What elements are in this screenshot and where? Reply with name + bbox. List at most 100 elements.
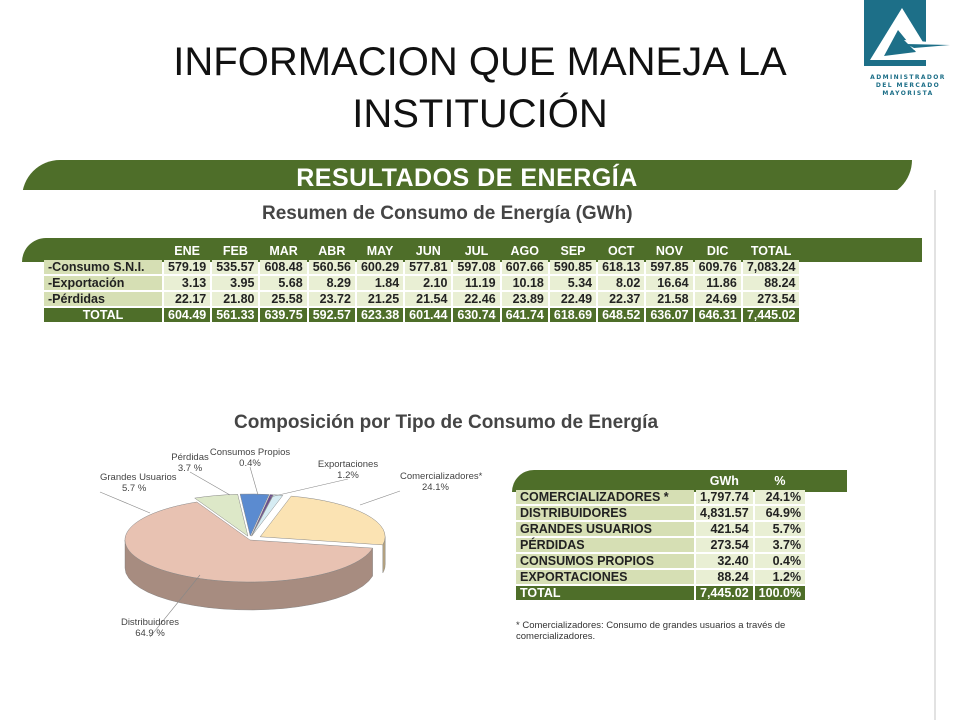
percent-cell: 0.4% [754,554,806,568]
table-cell: 24.69 [694,292,741,306]
column-header: JUN [405,244,452,258]
column-header: ENE [164,244,211,258]
table-cell: 3.95 [212,276,259,290]
pie-leader-line [269,478,349,498]
pie-label: Grandes Usuarios [100,472,177,483]
gwh-cell: 88.24 [696,570,753,584]
column-header: MAY [356,244,404,258]
row-label: TOTAL [516,586,694,600]
pie-value-label: 1.2% [337,470,359,481]
table-cell: 560.56 [308,260,355,274]
row-label: -Consumo S.N.I. [44,260,162,274]
table-cell: 600.29 [356,260,404,274]
row-label: EXPORTACIONES [516,570,694,584]
table-cell: 636.07 [646,308,693,322]
table-row: COMERCIALIZADORES * 1,797.74 24.1% [516,490,806,504]
table-row: TOTAL 604.49 561.33 639.75 592.57 623.38 601.4… [44,308,800,322]
row-label: DISTRIBUIDORES [516,506,694,520]
column-header: % [754,474,806,488]
logo-line-1: ADMINISTRADOR [870,74,946,81]
table-row: GRANDES USUARIOS 421.54 5.7% [516,522,806,536]
table-row: DISTRIBUIDORES 4,831.57 64.9% [516,506,806,520]
pie-label: Exportaciones [318,459,378,470]
table-cell: 607.66 [501,260,548,274]
pie-label: Consumos Propios [210,447,291,458]
table-cell: 577.81 [405,260,452,274]
table-header-row: ENE FEB MAR ABR MAY JUN JUL AGO SEP OCT … [44,244,800,258]
gwh-cell: 32.40 [696,554,753,568]
pie-value-label: 64.9 % [135,628,165,639]
table-cell: 22.17 [164,292,211,306]
table-cell: 648.52 [598,308,645,322]
table-cell: 8.02 [598,276,645,290]
pie-slice [239,493,270,537]
table-cell: 618.13 [598,260,645,274]
table-cell: 639.75 [260,308,307,322]
table-cell: 597.85 [646,260,693,274]
table-cell: 22.49 [549,292,597,306]
percent-cell: 64.9% [754,506,806,520]
logo-line-3: MAYORISTA [882,90,934,97]
table-cell: 3.13 [164,276,211,290]
table-cell: 23.89 [501,292,548,306]
table-row: -Pérdidas 22.17 21.80 25.58 23.72 21.25 21.54 2… [44,292,800,306]
table-cell: 590.85 [549,260,597,274]
table-cell: 23.72 [308,292,355,306]
table-cell: 2.10 [405,276,452,290]
logo-mark-icon [864,0,956,66]
table-cell: 1.84 [356,276,404,290]
pie-value-label: 5.7 % [122,483,147,494]
table-cell: 21.54 [405,292,452,306]
table-cell: 11.86 [694,276,741,290]
table-cell: 21.25 [356,292,404,306]
table-cell: 273.54 [742,292,800,306]
pie-value-label: 24.1% [422,482,449,493]
monthly-consumption-table: ENE FEB MAR ABR MAY JUN JUL AGO SEP OCT … [42,242,801,324]
composition-table: GWh % COMERCIALIZADORES * 1,797.74 24.1% DI… [514,472,807,602]
table-cell: 11.19 [453,276,500,290]
row-label: TOTAL [44,308,162,322]
pie-slice [251,494,274,537]
table-cell: 5.68 [260,276,307,290]
table-cell: 646.31 [694,308,741,322]
percent-cell: 3.7% [754,538,806,552]
percent-cell: 5.7% [754,522,806,536]
pie-leader-line [359,490,401,506]
section-title: RESULTADOS DE ENERGÍA [296,164,638,192]
pie-leader-line [189,471,231,496]
table-row: -Exportación 3.13 3.95 5.68 8.29 1.84 2.10 11.1… [44,276,800,290]
amm-logo: ADMINISTRADOR DEL MERCADO MAYORISTA [858,0,958,105]
table-cell: 601.44 [405,308,452,322]
slide-edge-line [934,190,936,720]
column-header: FEB [212,244,259,258]
column-header: MAR [260,244,307,258]
page-title: INFORMACION QUE MANEJA LA INSTITUCIÓN [173,40,787,136]
table-cell: 21.58 [646,292,693,306]
gwh-cell: 7,445.02 [696,586,753,600]
column-header: SEP [549,244,597,258]
table-cell: 22.46 [453,292,500,306]
monthly-table-title: Resumen de Consumo de Energía (GWh) [262,203,633,224]
header-blank-cell [516,474,694,488]
column-header: JUL [453,244,500,258]
row-label: -Exportación [44,276,162,290]
table-cell: 618.69 [549,308,597,322]
table-cell: 609.76 [694,260,741,274]
pie-label: Comercializadores* [400,471,483,482]
table-cell: 535.57 [212,260,259,274]
table-cell: 579.19 [164,260,211,274]
table-cell: 597.08 [453,260,500,274]
row-label: PÉRDIDAS [516,538,694,552]
consumption-pie-chart: Comercializadores*24.1% Distribuidores64.… [99,447,483,639]
table-cell: 623.38 [356,308,404,322]
pie-leader-line [249,466,259,496]
table-row: EXPORTACIONES 88.24 1.2% [516,570,806,584]
pie-slice [259,495,386,546]
table-cell: 22.37 [598,292,645,306]
table-header-row: GWh % [516,474,806,488]
gwh-cell: 1,797.74 [696,490,753,504]
table-row: CONSUMOS PROPIOS 32.40 0.4% [516,554,806,568]
table-cell: 7,083.24 [742,260,800,274]
column-header: TOTAL [742,244,800,258]
pie-value-label: 3.7 % [178,463,203,474]
